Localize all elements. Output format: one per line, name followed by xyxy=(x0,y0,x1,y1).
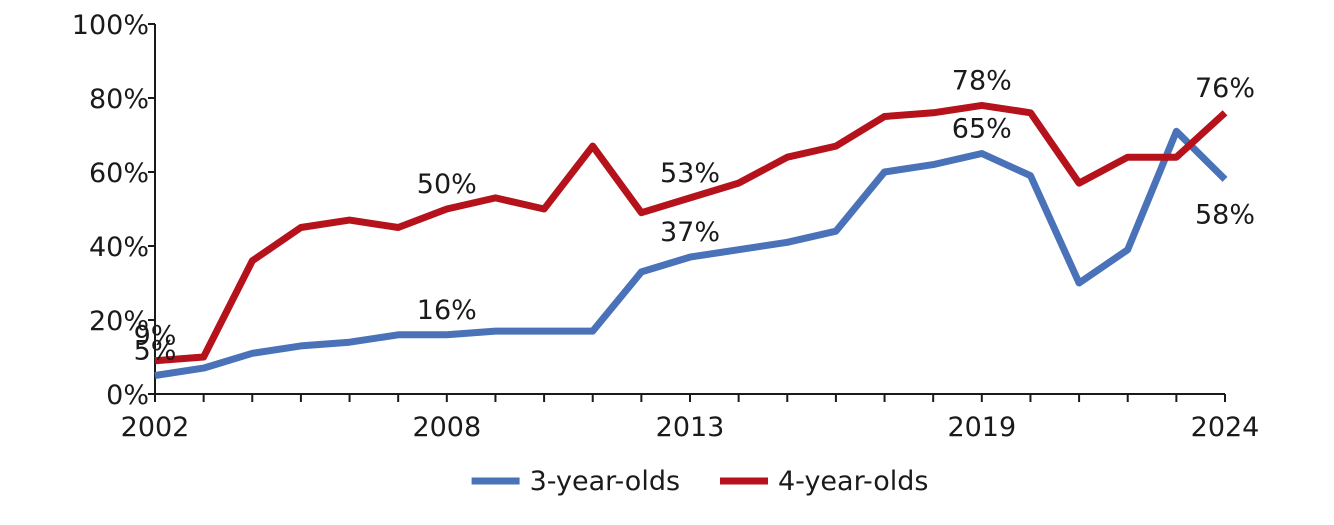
y-tick-label: 20% xyxy=(89,306,149,337)
legend-label: 4-year-olds xyxy=(778,466,928,497)
y-tick-label: 100% xyxy=(72,10,149,41)
x-tick-label: 2002 xyxy=(121,412,190,443)
y-tick-label: 0% xyxy=(106,380,149,411)
data-label: 16% xyxy=(417,295,477,326)
legend-label: 3-year-olds xyxy=(530,466,680,497)
data-label: 50% xyxy=(417,169,477,200)
axes: 0% 20% 40% 60% 80% 100% 2002 2008 2013 2019 2024 xyxy=(72,10,1260,443)
legend: 3-year-olds 4-year-olds xyxy=(471,466,928,497)
data-label: 76% xyxy=(1195,73,1255,104)
series-lines xyxy=(154,101,1228,379)
x-tick-label: 2013 xyxy=(656,412,725,443)
y-tick-label: 80% xyxy=(89,84,149,115)
data-label: 9% xyxy=(134,321,177,352)
series-line-3-year-olds xyxy=(154,127,1228,379)
series-line-4-year-olds xyxy=(154,101,1228,365)
legend-item: 3-year-olds xyxy=(471,466,680,497)
y-tick-label: 60% xyxy=(89,158,149,189)
legend-item: 4-year-olds xyxy=(720,466,928,497)
data-label: 53% xyxy=(660,158,720,189)
y-tick-label: 40% xyxy=(89,232,149,263)
data-label: 37% xyxy=(660,217,720,248)
data-label: 78% xyxy=(952,65,1012,96)
data-label: 5% xyxy=(134,336,177,367)
data-labels: 5% 16% 37% 65% 58% 9% 50% 53% 78% 76% xyxy=(134,65,1255,366)
data-label: 58% xyxy=(1195,199,1255,230)
x-tick-label: 2008 xyxy=(412,412,481,443)
x-tick-label: 2024 xyxy=(1191,412,1260,443)
x-tick-label: 2019 xyxy=(947,412,1016,443)
data-label: 65% xyxy=(952,114,1012,145)
